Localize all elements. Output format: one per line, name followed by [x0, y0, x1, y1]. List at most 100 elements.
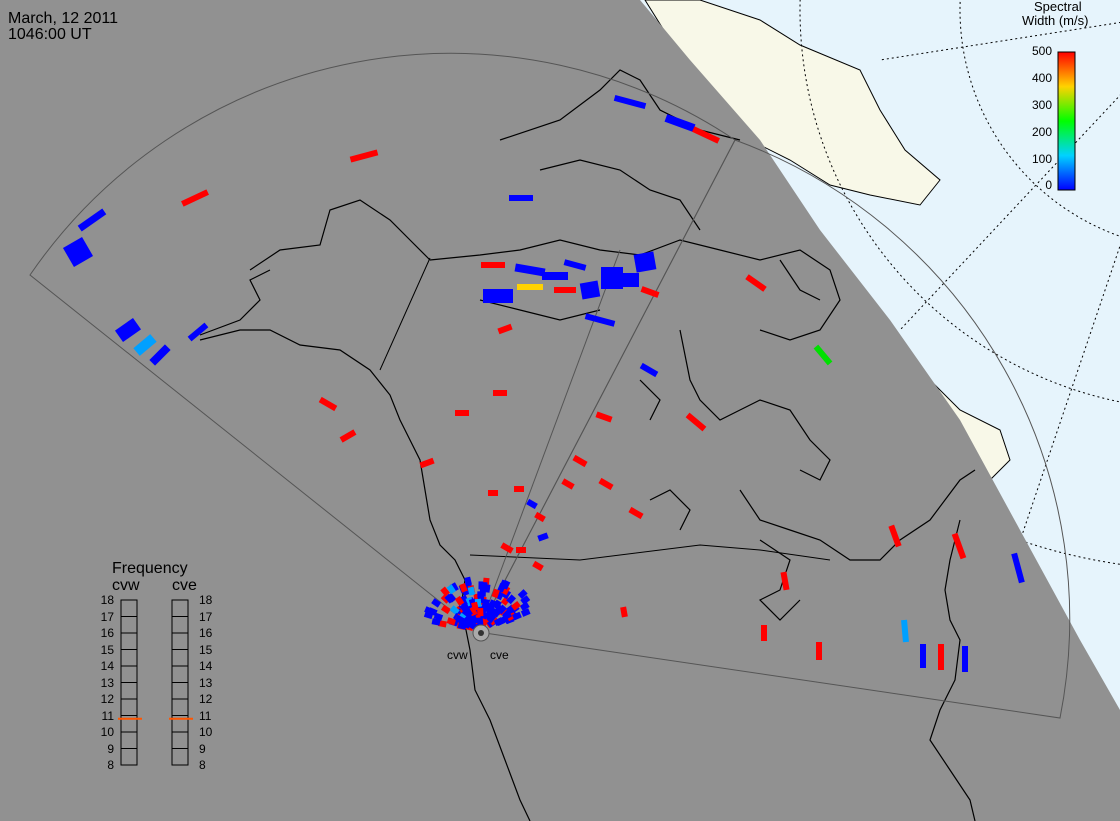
frequency-label-left: 8	[107, 758, 114, 772]
frequency-label-left: 10	[100, 725, 114, 739]
frequency-cell-cvw	[120, 748, 138, 766]
echo-mark	[633, 251, 657, 273]
echo-mark	[500, 542, 514, 554]
station-label-cvw: cvw	[447, 648, 468, 662]
frequency-cell-cve	[171, 748, 189, 766]
echo-mark	[520, 595, 531, 605]
frequency-label-left: 15	[100, 642, 114, 657]
echo-mark	[454, 614, 465, 624]
cve-fov	[477, 139, 1071, 719]
echo-mark	[446, 617, 457, 626]
echo-mark	[595, 411, 613, 423]
echo-mark	[621, 273, 639, 287]
frequency-cvw-label: cvw	[112, 577, 140, 594]
frequency-label-left: 16	[100, 626, 114, 640]
echo-mark	[761, 625, 767, 641]
echo-mark	[888, 524, 902, 548]
colorbar-tick-500: 500	[1031, 44, 1052, 58]
frequency-title: Frequency	[112, 560, 188, 577]
polar-grid	[639, 0, 1120, 601]
echo-mark	[444, 593, 455, 604]
echo-mark	[579, 280, 601, 300]
colorbar-title-line1: Spectral	[1034, 0, 1082, 14]
echo-mark	[510, 600, 521, 611]
echo-mark	[692, 126, 720, 144]
frequency-label-right: 13	[199, 675, 213, 690]
echo-mark	[463, 607, 473, 617]
echo-mark	[516, 547, 526, 553]
echo-mark	[433, 612, 444, 621]
echo-mark	[133, 334, 157, 356]
time-label: 1046:00 UT	[8, 26, 92, 43]
echo-mark	[512, 611, 522, 621]
echo-mark	[431, 598, 442, 608]
echo-mark	[499, 579, 508, 590]
echo-mark	[519, 601, 530, 612]
frequency-label-right: 10	[199, 725, 213, 739]
echo-mark	[816, 642, 822, 660]
echo-mark	[349, 149, 379, 163]
date-label: March, 12 2011	[8, 10, 118, 27]
echo-mark	[488, 490, 498, 496]
frequency-label-left: 14	[100, 659, 114, 673]
cvw-fov	[29, 52, 736, 633]
echo-mark	[920, 644, 926, 668]
colorbar-tick-100: 100	[1031, 152, 1052, 166]
echo-mark	[469, 614, 479, 625]
echo-mark	[187, 322, 209, 342]
colorbar-tick-200: 200	[1031, 125, 1052, 139]
echo-mark	[483, 289, 513, 303]
echo-mark	[664, 114, 696, 132]
echo-mark	[1011, 552, 1025, 584]
echo-mark	[449, 605, 460, 615]
echo-mark	[493, 390, 507, 396]
echo-mark	[584, 313, 616, 327]
colorbar-tick-400: 400	[1031, 71, 1052, 85]
echo-mark	[500, 595, 511, 606]
echo-mark	[534, 511, 546, 523]
echo-mark	[962, 646, 968, 672]
colorbar-tick-300: 300	[1031, 98, 1052, 112]
echo-mark	[520, 608, 531, 617]
echo-mark	[455, 410, 469, 416]
echo-mark	[901, 619, 909, 643]
velocity-marks	[62, 94, 1025, 672]
colorbar	[1057, 51, 1076, 191]
frequency-label-right: 15	[199, 642, 213, 657]
echo-mark	[449, 582, 459, 593]
echo-mark	[481, 262, 505, 268]
frequency-label-left: 17	[100, 609, 114, 624]
echo-mark	[601, 267, 623, 289]
echo-mark	[951, 532, 967, 560]
echo-mark	[485, 603, 495, 614]
echo-mark	[114, 317, 142, 343]
frequency-label-right: 8	[199, 758, 206, 772]
echo-mark	[431, 618, 441, 626]
colorbar-tick-0: 0	[1045, 178, 1052, 192]
echo-mark	[471, 601, 479, 611]
echo-mark	[437, 620, 447, 628]
echo-mark	[532, 560, 544, 572]
echo-mark	[502, 611, 513, 621]
echo-mark	[459, 583, 468, 593]
echo-mark	[514, 486, 524, 492]
echo-mark	[517, 284, 543, 290]
echo-mark	[526, 498, 538, 510]
frequency-cve-label: cve	[172, 577, 197, 594]
echo-mark	[477, 607, 484, 617]
frequency-label-right: 9	[199, 741, 206, 756]
echo-mark	[514, 263, 546, 277]
echo-mark	[77, 208, 107, 232]
echo-mark	[495, 590, 505, 601]
echo-mark	[938, 644, 944, 670]
echo-mark	[598, 477, 614, 491]
echo-mark	[554, 287, 576, 293]
radar-fov-outlines	[29, 52, 1071, 719]
echo-mark	[497, 323, 513, 335]
echo-mark	[639, 362, 659, 378]
borders	[379, 257, 831, 561]
echo-mark	[492, 599, 502, 610]
frequency-label-right: 17	[199, 609, 213, 624]
station-marker	[472, 624, 490, 642]
